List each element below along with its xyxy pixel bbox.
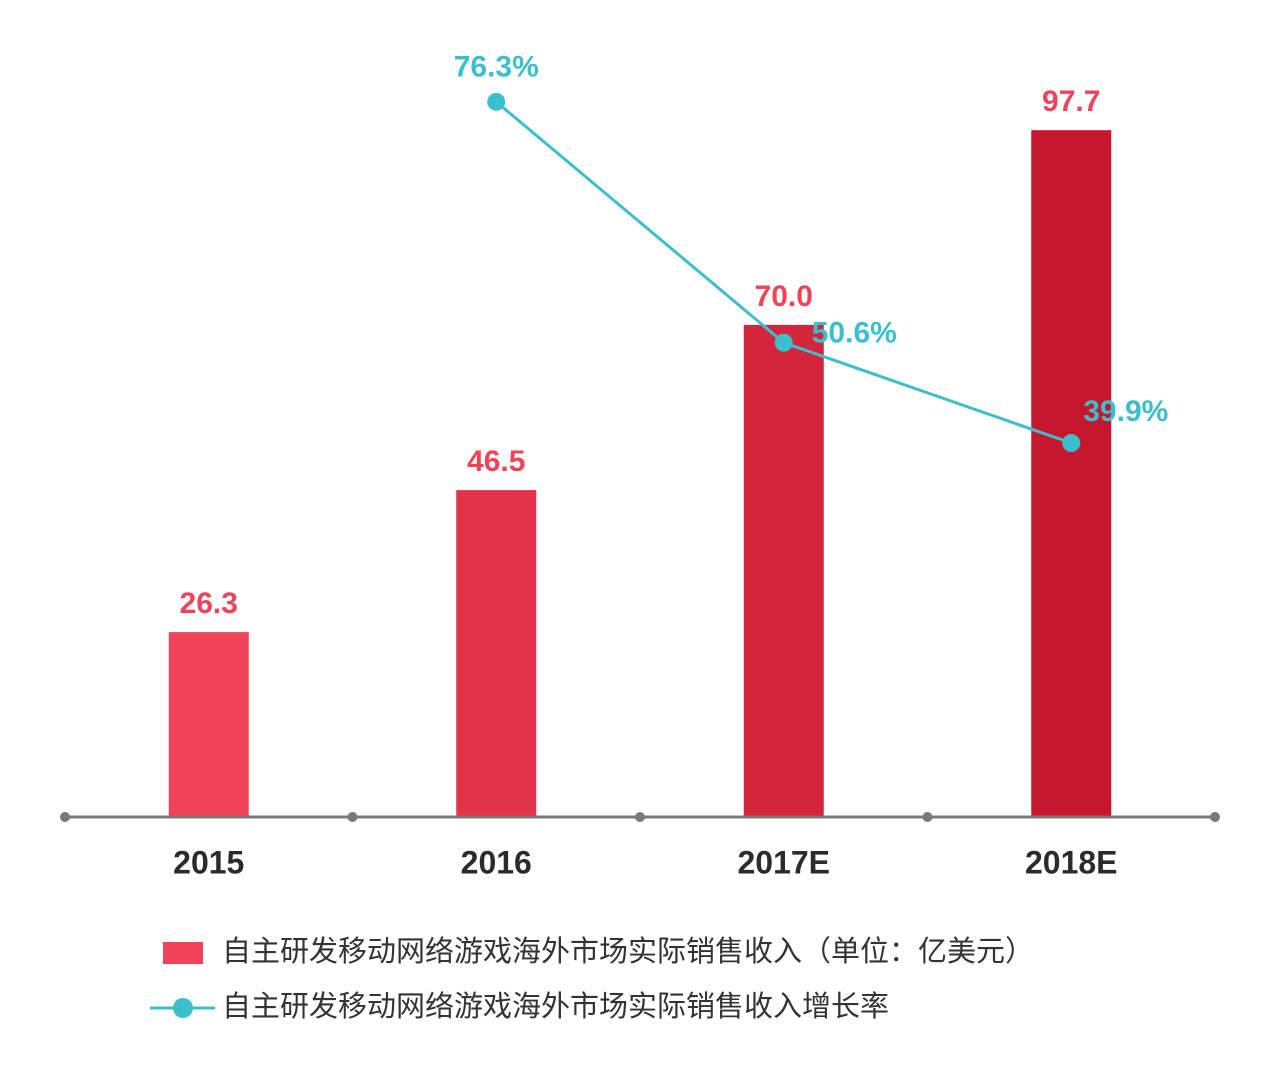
axis-dot xyxy=(347,812,358,822)
bar xyxy=(1031,130,1112,817)
bar-value-label: 70.0 xyxy=(755,280,813,313)
x-tick-label: 2015 xyxy=(173,844,244,880)
bar xyxy=(456,490,537,817)
legend-label: 自主研发移动网络游戏海外市场实际销售收入（单位：亿美元） xyxy=(222,934,1034,968)
bar-value-label: 97.7 xyxy=(1042,85,1100,118)
bar xyxy=(743,324,824,817)
line-point xyxy=(774,333,793,352)
bar-value-label: 46.5 xyxy=(467,445,525,478)
line-value-label: 76.3% xyxy=(454,51,539,84)
axis-dot xyxy=(922,812,933,822)
legend-swatch xyxy=(163,942,203,964)
x-tick-label: 2017E xyxy=(737,844,830,880)
axis-dot xyxy=(635,812,645,822)
legend-dot xyxy=(173,998,193,1018)
axis-dot xyxy=(60,812,70,822)
x-tick-label: 2018E xyxy=(1025,844,1118,880)
line-value-label: 39.9% xyxy=(1083,395,1168,428)
line-point xyxy=(487,92,506,111)
axis-dot xyxy=(1210,812,1220,822)
bar-value-label: 26.3 xyxy=(180,587,238,620)
bar xyxy=(168,632,249,817)
x-tick-label: 2016 xyxy=(461,844,532,880)
line-point xyxy=(1062,434,1081,453)
line-value-label: 50.6% xyxy=(812,317,897,350)
legend-label: 自主研发移动网络游戏海外市场实际销售收入增长率 xyxy=(222,989,889,1023)
